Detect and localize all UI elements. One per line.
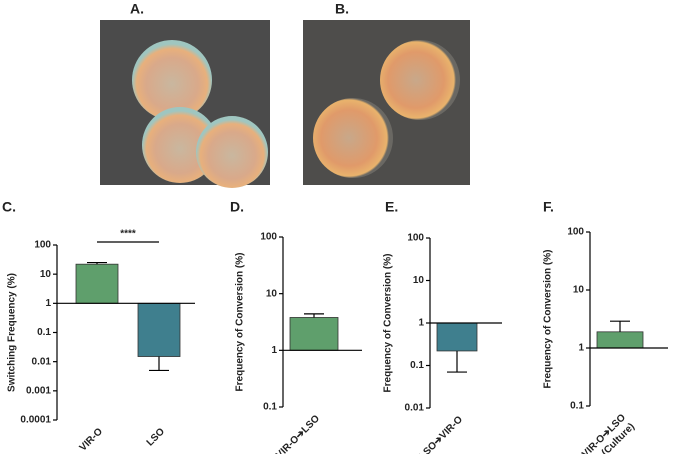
y-tick-label: 100 — [567, 227, 584, 238]
y-tick-label: 10 — [573, 285, 585, 296]
y-tick-label: 0.1 — [37, 327, 51, 338]
y-tick-label: 0.1 — [263, 402, 277, 413]
y-tick-label: 1 — [418, 318, 424, 329]
y-tick-label: 10 — [413, 275, 425, 286]
panel-label: E. — [385, 199, 398, 215]
x-tick-label: LSO — [145, 426, 167, 448]
photo-b — [303, 20, 470, 185]
y-tick-label: 0.01 — [32, 356, 52, 367]
bar — [75, 263, 119, 304]
y-tick-label: 1 — [578, 343, 584, 354]
y-tick-label: 100 — [34, 240, 51, 251]
annotation: **** — [120, 229, 136, 240]
y-axis-label: Frequency of Conversion (%) — [383, 254, 394, 393]
panel-label: D. — [230, 199, 244, 215]
y-tick-label: 100 — [260, 232, 277, 243]
x-tick-label: VIR-O — [78, 426, 106, 454]
x-tick-label: LSO➔VIR-O — [417, 414, 465, 454]
y-axis-label: Frequency of Conversion (%) — [543, 250, 554, 389]
bar — [289, 317, 339, 351]
panel-label: A. — [130, 1, 144, 17]
bar — [137, 302, 181, 357]
y-tick-label: 100 — [407, 233, 424, 244]
y-tick-label: 0.0001 — [20, 415, 51, 426]
y-axis-label: Switching Frequency (%) — [7, 273, 18, 392]
bar — [596, 331, 644, 349]
photo-a — [100, 20, 270, 188]
y-tick-label: 1 — [271, 345, 277, 356]
y-tick-label: 0.1 — [410, 360, 424, 371]
bar — [436, 322, 478, 352]
y-tick-label: 0.1 — [570, 401, 584, 412]
y-tick-label: 1 — [45, 298, 51, 309]
x-tick-label: VIR-O➔LSO — [274, 413, 322, 454]
y-tick-label: 10 — [40, 269, 52, 280]
y-tick-label: 0.001 — [26, 385, 51, 396]
y-axis-label: Frequency of Conversion (%) — [235, 253, 246, 392]
y-tick-label: 0.01 — [405, 403, 425, 414]
y-tick-label: 10 — [266, 288, 278, 299]
panel-label: B. — [335, 1, 349, 17]
panel-label: F. — [543, 199, 554, 215]
panel-label: C. — [2, 199, 16, 215]
